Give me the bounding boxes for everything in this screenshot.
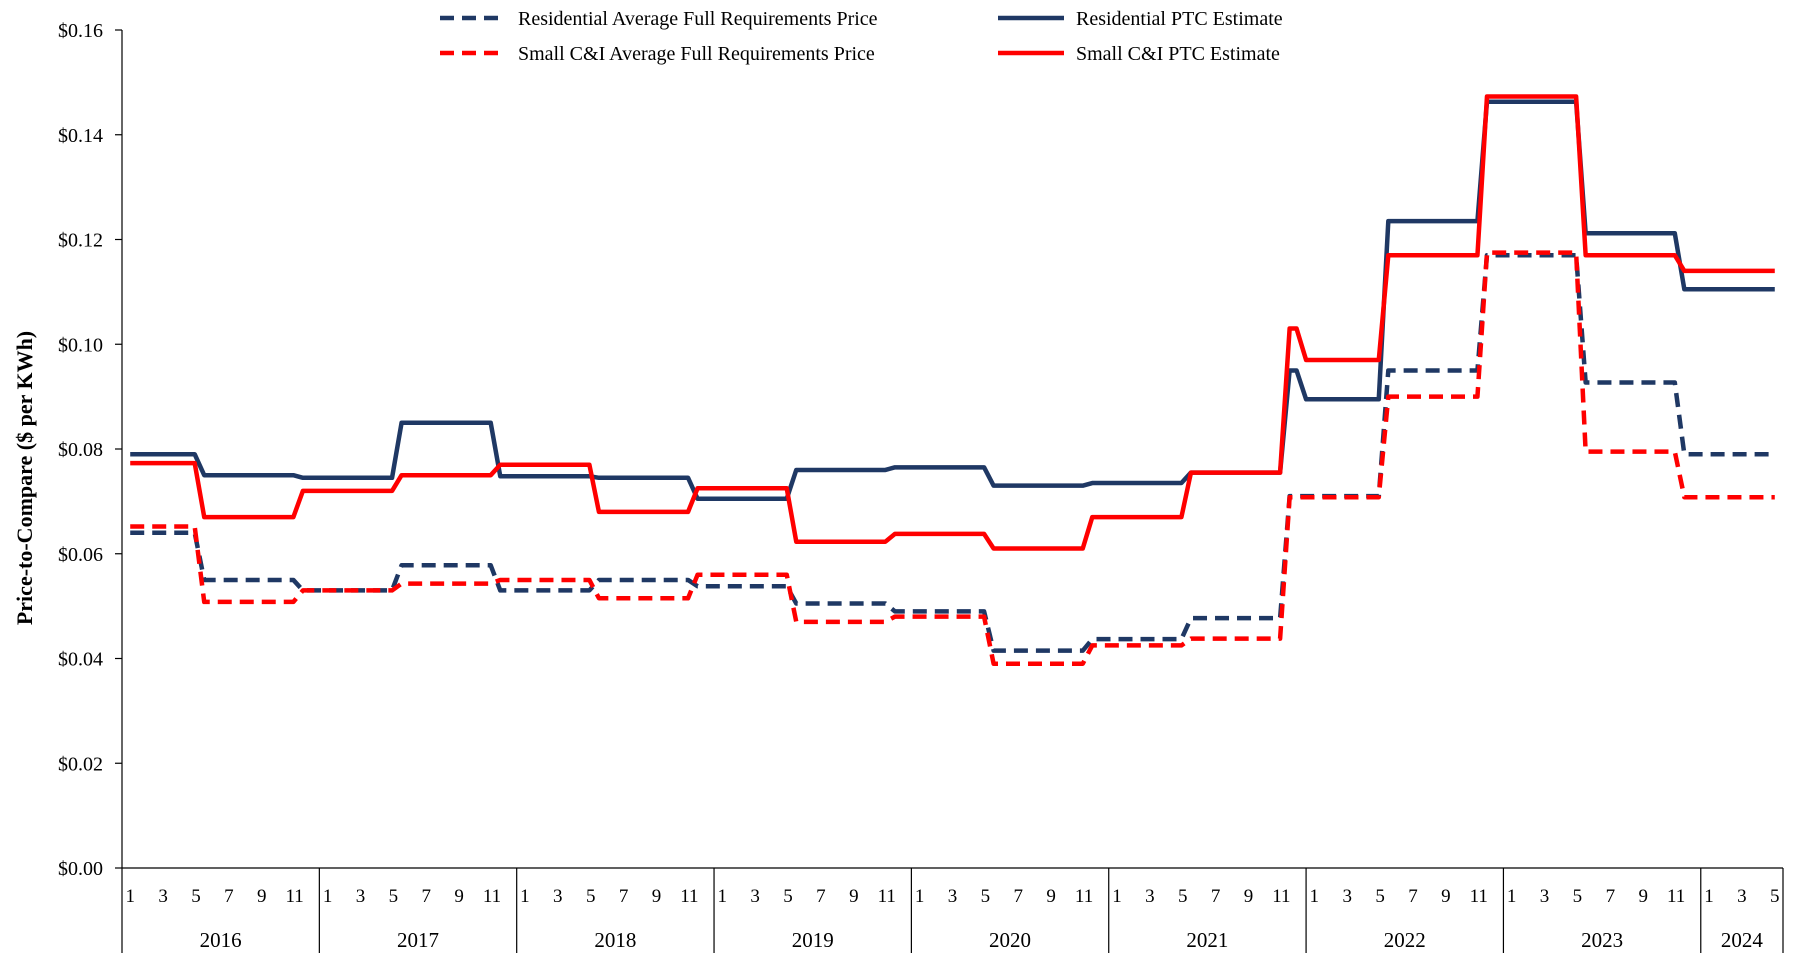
month-tick-label: 11 <box>286 886 304 907</box>
month-tick-label: 7 <box>1408 886 1418 907</box>
series-line-3 <box>130 250 1775 666</box>
month-tick-label: 5 <box>1573 886 1583 907</box>
month-tick-label: 3 <box>356 886 366 907</box>
legend-label: Residential PTC Estimate <box>1076 8 1283 30</box>
year-label: 2020 <box>989 928 1031 952</box>
y-axis: $0.00 $0.02 $0.04 $0.06 $0.08 $0.10 $0.12 $0.14… <box>58 20 123 880</box>
series-line-1 <box>130 252 1775 653</box>
y-tick-label: $0.12 <box>58 230 103 252</box>
year-label: 2017 <box>397 928 439 952</box>
y-tick-label: $0.08 <box>58 439 103 461</box>
month-tick-label: 9 <box>257 886 267 907</box>
month-tick-label: 1 <box>1112 886 1122 907</box>
y-tick-label: $0.00 <box>58 858 103 880</box>
month-tick-label: 7 <box>619 886 629 907</box>
month-tick-label: 7 <box>421 886 431 907</box>
month-tick-label: 11 <box>1470 886 1488 907</box>
month-tick-label: 5 <box>1178 886 1188 907</box>
month-tick-label: 9 <box>1046 886 1056 907</box>
year-label: 2022 <box>1384 928 1426 952</box>
year-label: 2019 <box>792 928 834 952</box>
month-tick-label: 5 <box>389 886 399 907</box>
month-tick-label: 5 <box>783 886 793 907</box>
year-label: 2018 <box>594 928 636 952</box>
month-tick-label: 5 <box>191 886 201 907</box>
month-tick-label: 7 <box>224 886 234 907</box>
month-tick-label: 1 <box>323 886 333 907</box>
month-tick-label: 7 <box>816 886 826 907</box>
year-label: 2024 <box>1721 928 1764 952</box>
month-tick-label: 7 <box>1606 886 1616 907</box>
plot-area <box>130 94 1775 666</box>
year-label: 2016 <box>200 928 242 952</box>
y-tick-label: $0.16 <box>58 20 103 42</box>
series-line-2 <box>130 99 1775 502</box>
month-tick-label: 7 <box>1211 886 1221 907</box>
month-tick-label: 3 <box>1540 886 1550 907</box>
month-tick-label: 1 <box>1507 886 1517 907</box>
month-tick-label: 9 <box>1244 886 1254 907</box>
legend: Residential Average Full Requirements Pr… <box>440 8 1283 65</box>
year-label: 2023 <box>1581 928 1623 952</box>
month-tick-label: 9 <box>1638 886 1648 907</box>
month-tick-label: 11 <box>680 886 698 907</box>
month-tick-label: 5 <box>586 886 596 907</box>
month-tick-label: 3 <box>1737 886 1747 907</box>
month-tick-label: 1 <box>718 886 728 907</box>
month-tick-label: 11 <box>483 886 501 907</box>
y-axis-title: Price-to-Compare ($ per KWh) <box>12 331 37 625</box>
month-tick-label: 11 <box>1272 886 1290 907</box>
month-tick-label: 1 <box>125 886 135 907</box>
month-tick-label: 3 <box>553 886 563 907</box>
month-tick-label: 9 <box>1441 886 1451 907</box>
month-tick-label: 9 <box>454 886 464 907</box>
y-tick-label: $0.02 <box>58 753 103 775</box>
month-tick-label: 5 <box>1375 886 1385 907</box>
month-tick-label: 1 <box>1704 886 1714 907</box>
y-tick-label: $0.06 <box>58 544 103 566</box>
month-tick-label: 3 <box>1342 886 1352 907</box>
month-tick-label: 11 <box>1667 886 1685 907</box>
month-tick-label: 1 <box>520 886 530 907</box>
month-tick-label: 1 <box>1310 886 1320 907</box>
month-tick-label: 9 <box>652 886 662 907</box>
month-tick-label: 5 <box>1770 886 1780 907</box>
year-label: 2021 <box>1186 928 1228 952</box>
month-tick-label: 3 <box>158 886 168 907</box>
month-tick-label: 11 <box>878 886 896 907</box>
month-tick-label: 3 <box>750 886 760 907</box>
month-tick-label: 9 <box>849 886 859 907</box>
month-tick-label: 3 <box>948 886 958 907</box>
month-tick-label: 7 <box>1014 886 1024 907</box>
y-tick-label: $0.14 <box>58 125 103 147</box>
legend-label: Residential Average Full Requirements Pr… <box>518 8 878 30</box>
month-tick-label: 11 <box>1075 886 1093 907</box>
y-tick-label: $0.04 <box>58 649 103 671</box>
y-tick-label: $0.10 <box>58 334 103 356</box>
month-tick-label: 5 <box>981 886 991 907</box>
series-line-4 <box>130 94 1775 551</box>
month-tick-label: 3 <box>1145 886 1155 907</box>
month-tick-label: 1 <box>915 886 925 907</box>
legend-label: Small C&I PTC Estimate <box>1076 43 1280 65</box>
legend-label: Small C&I Average Full Requirements Pric… <box>518 43 875 65</box>
